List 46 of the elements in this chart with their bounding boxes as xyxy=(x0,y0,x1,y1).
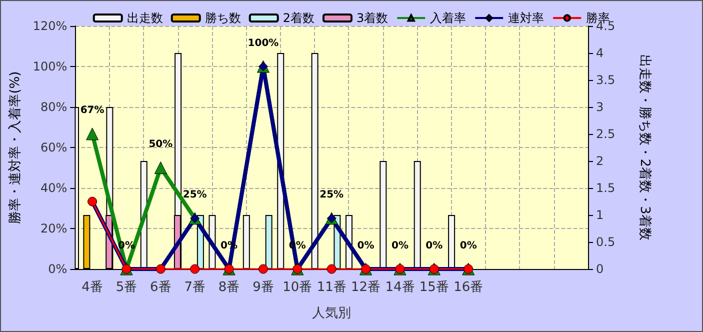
x-tick-label: 7番 xyxy=(184,280,206,295)
legend-label: 3着数 xyxy=(356,11,388,25)
x-tick-label: 15番 xyxy=(419,280,449,295)
y-tick-label: 40% xyxy=(40,181,68,195)
y-tick-label: 120% xyxy=(32,19,68,33)
y-tick-label: 80% xyxy=(40,100,68,114)
data-label: 50% xyxy=(148,139,173,150)
y2-tick-label: 2.5 xyxy=(596,127,616,141)
x-tick-label: 10番 xyxy=(282,280,312,295)
x-tick-label: 14番 xyxy=(385,280,415,295)
x-tick-label: 9番 xyxy=(252,280,274,295)
x-tick-label: 4番 xyxy=(82,280,103,295)
y2-tick-label: 3 xyxy=(596,100,604,114)
y-axis-title: 勝率・連対率・入着率(%) xyxy=(7,71,23,224)
y2-axis-title: 出走数・勝ち数・2着数・3着数 xyxy=(637,54,653,240)
x-tick-label: 5番 xyxy=(116,280,138,295)
legend-label: 入着率 xyxy=(430,11,466,25)
legend-label: 勝ち数 xyxy=(204,11,241,25)
y-tick-label: 0% xyxy=(48,262,68,276)
x-tick-label: 12番 xyxy=(351,280,381,295)
y2-tick-label: 0.5 xyxy=(596,235,616,249)
data-label: 25% xyxy=(320,190,344,201)
data-label: 100% xyxy=(248,38,279,49)
y-tick-label: 60% xyxy=(40,140,68,154)
x-tick-label: 11番 xyxy=(316,280,346,295)
x-axis-title: 人気別 xyxy=(312,306,352,321)
y2-tick-label: 1 xyxy=(596,208,604,222)
data-label: 0% xyxy=(460,240,477,252)
y2-tick-label: 4 xyxy=(596,46,604,60)
x-tick-label: 6番 xyxy=(150,280,172,295)
data-label: 0% xyxy=(426,240,443,252)
legend-label: 2着数 xyxy=(282,11,315,25)
legend-label: 出走数 xyxy=(126,11,163,25)
y2-tick-label: 3.5 xyxy=(596,73,616,87)
x-tick-label: 8番 xyxy=(218,280,240,295)
data-label: 0% xyxy=(391,240,408,252)
data-label: 67% xyxy=(80,105,104,116)
x-tick-label: 16番 xyxy=(454,280,484,295)
y-tick-label: 20% xyxy=(40,222,68,236)
y-tick-label: 100% xyxy=(32,60,68,74)
y2-tick-label: 1.5 xyxy=(596,181,616,195)
data-label: 0% xyxy=(357,240,374,252)
data-label: 25% xyxy=(182,190,207,201)
legend-label: 連対率 xyxy=(508,11,544,25)
y2-tick-label: 2 xyxy=(596,154,604,168)
y2-tick-label: 0 xyxy=(596,262,604,276)
